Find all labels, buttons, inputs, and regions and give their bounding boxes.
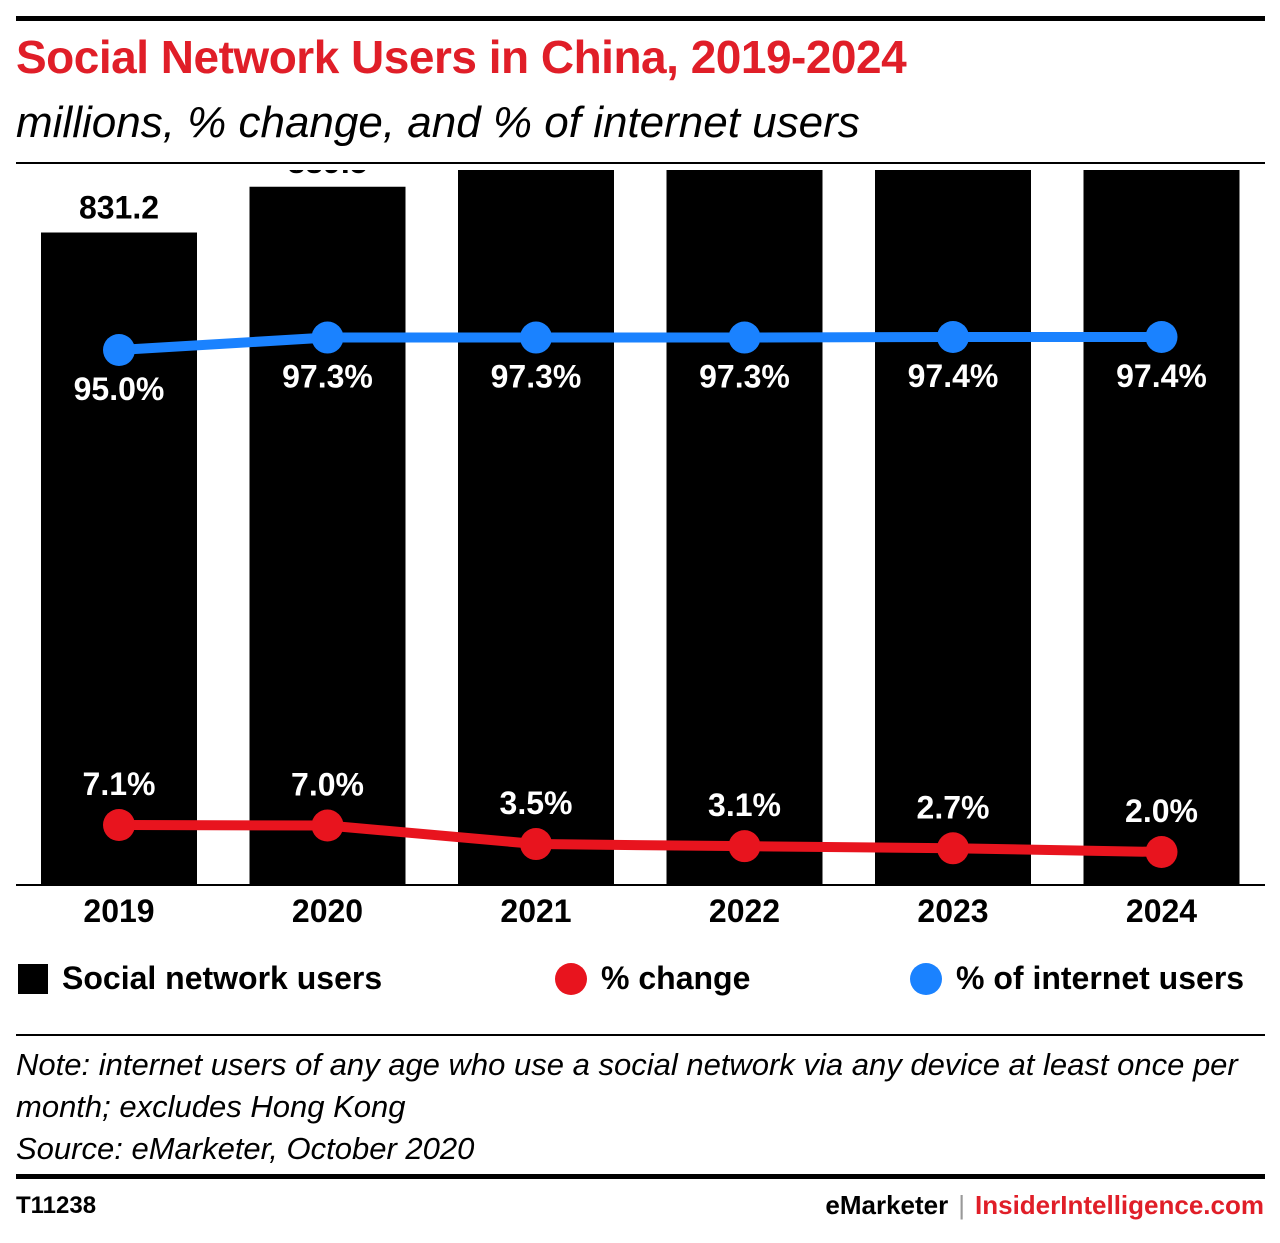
change-point-2024 (1145, 836, 1178, 868)
chart-title: Social Network Users in China, 2019-2024 (16, 31, 907, 83)
bar-2021 (458, 170, 614, 885)
share-label-2021: 97.3% (491, 359, 582, 395)
x-tick-label-2022: 2022 (709, 893, 780, 929)
share-point-2024 (1145, 321, 1178, 353)
change-point-2019 (103, 809, 135, 841)
bar-2023 (875, 170, 1031, 885)
share-label-2024: 97.4% (1116, 358, 1207, 394)
chart-note: Note: internet users of any age who use … (16, 1044, 1256, 1170)
change-label-2021: 3.5% (500, 785, 573, 821)
note-divider (16, 1034, 1265, 1036)
chart-id: T11238 (16, 1192, 97, 1219)
share-line (114, 332, 1167, 355)
change-line (114, 820, 1167, 857)
brand-separator: | (958, 1190, 966, 1220)
bottom-rule (16, 1174, 1265, 1179)
change-label-2023: 2.7% (917, 789, 990, 825)
change-label-2022: 3.1% (708, 787, 781, 823)
source-text: Source: eMarketer, October 2020 (16, 1131, 475, 1166)
share-point-2022 (728, 321, 761, 354)
note-text: Note: internet users of any age who use … (16, 1047, 1238, 1124)
legend-swatch-bar (18, 963, 48, 994)
legend-item-share: % of internet users (910, 960, 1244, 997)
change-label-2019: 7.1% (83, 766, 156, 802)
change-point-2023 (937, 832, 969, 865)
brand-insiderintelligence-link[interactable]: InsiderIntelligence.com (975, 1190, 1264, 1220)
legend-item-change: % change (555, 960, 750, 997)
bar-2024 (1083, 170, 1240, 886)
x-tick-label-2024: 2024 (1126, 893, 1197, 929)
change-point-2022 (728, 830, 761, 863)
x-tick-label-2023: 2023 (917, 893, 988, 929)
legend: Social network users % change % of inter… (0, 960, 1280, 1004)
brand-emarketer: eMarketer (825, 1190, 949, 1220)
share-point-2019 (103, 334, 135, 366)
legend-label-change: % change (601, 960, 751, 996)
combo-chart: 831.22019889.52020920.32021948.82022974.… (16, 170, 1265, 929)
share-label-2019: 95.0% (74, 371, 165, 407)
share-label-2020: 97.3% (282, 359, 373, 395)
share-point-2021 (520, 321, 552, 354)
change-point-2021 (520, 828, 552, 861)
bar-value-label-2020: 889.5 (287, 170, 367, 180)
bar-value-label-2019: 831.2 (79, 190, 159, 226)
chart-subtitle: millions, % change, and % of internet us… (16, 98, 860, 147)
legend-item-bar: Social network users (18, 960, 382, 997)
legend-label-bar: Social network users (62, 960, 383, 996)
change-point-2020 (311, 809, 344, 842)
legend-label-share: % of internet users (956, 960, 1245, 996)
header-divider (16, 162, 1265, 164)
change-label-2020: 7.0% (291, 767, 364, 803)
top-rule (16, 16, 1265, 21)
share-label-2023: 97.4% (908, 358, 999, 394)
bar-2020 (249, 186, 406, 885)
share-label-2022: 97.3% (699, 359, 790, 395)
x-tick-label-2020: 2020 (292, 893, 363, 929)
legend-swatch-share (910, 962, 942, 995)
x-tick-label-2021: 2021 (500, 893, 571, 929)
footer-brand: eMarketer | InsiderIntelligence.com (825, 1190, 1264, 1221)
legend-swatch-change (555, 962, 587, 995)
change-label-2024: 2.0% (1125, 793, 1198, 829)
share-point-2020 (311, 321, 344, 354)
x-tick-label-2019: 2019 (83, 893, 154, 929)
bar-2022 (666, 170, 823, 885)
share-point-2023 (937, 321, 969, 353)
